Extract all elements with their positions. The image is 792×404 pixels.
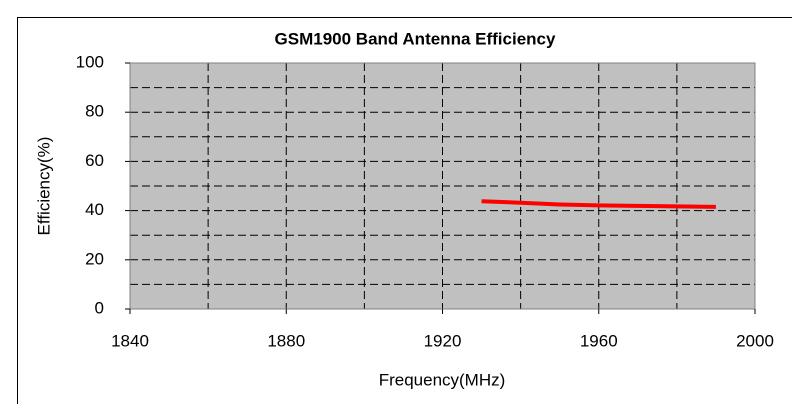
x-tick-label: 1840 [111, 331, 149, 350]
x-tick-label: 2000 [736, 331, 774, 350]
x-axis-label: Frequency(MHz) [379, 370, 506, 389]
y-tick-label: 40 [85, 200, 104, 219]
y-tick-label: 80 [85, 102, 104, 121]
y-tick-label: 20 [85, 249, 104, 268]
x-tick-label: 1960 [580, 331, 618, 350]
x-tick-label: 1920 [424, 331, 462, 350]
data-line [481, 199, 716, 209]
x-tick-label: 1880 [267, 331, 305, 350]
chart-title: GSM1900 Band Antenna Efficiency [275, 29, 556, 48]
y-tick-label: 60 [85, 151, 104, 170]
y-tick-label: 100 [76, 52, 104, 71]
y-tick-label: 0 [95, 298, 104, 317]
y-axis-label: Efficiency(%) [34, 137, 53, 236]
